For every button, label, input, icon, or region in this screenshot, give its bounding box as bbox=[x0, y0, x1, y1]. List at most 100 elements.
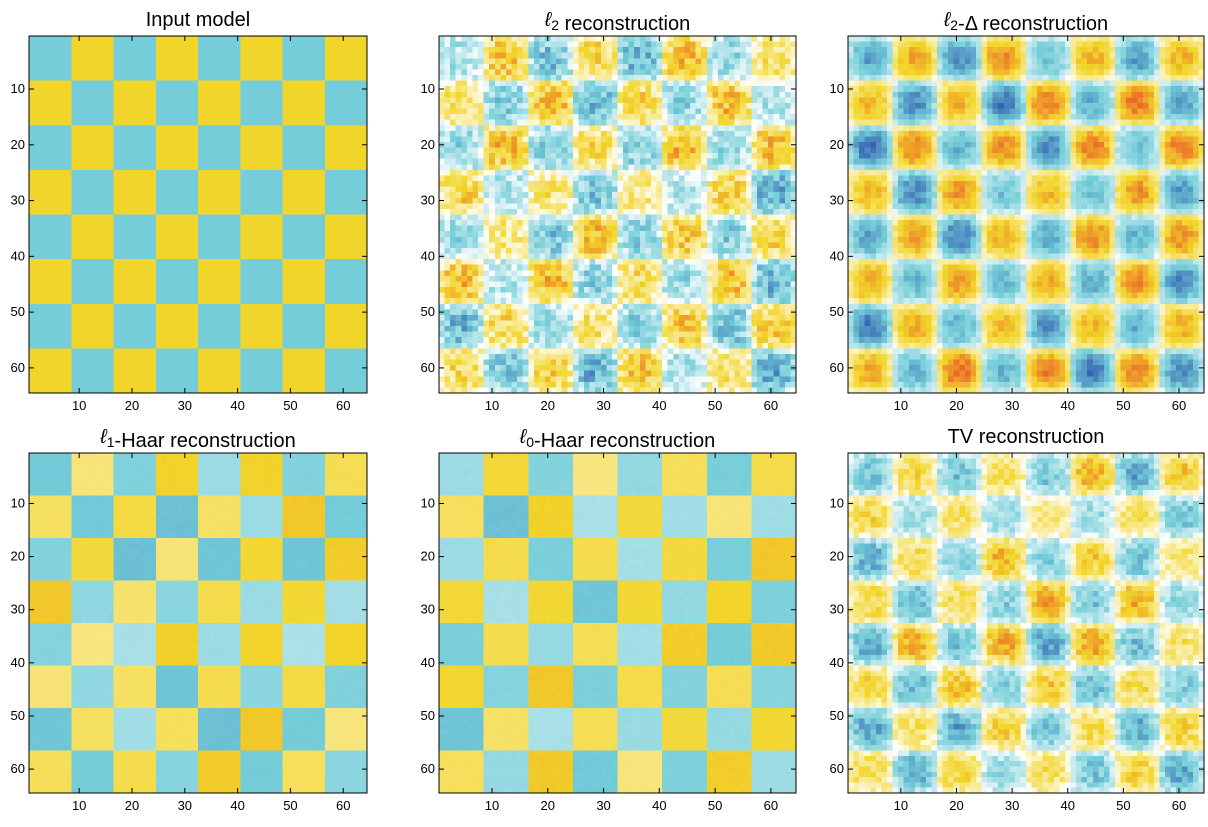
heatmap-cell bbox=[351, 387, 357, 394]
heatmap-cell bbox=[113, 192, 120, 199]
heatmap-cell bbox=[277, 197, 283, 204]
heatmap-cell bbox=[461, 58, 468, 65]
heatmap-cell bbox=[351, 147, 357, 154]
heatmap-cell bbox=[65, 303, 72, 310]
heatmap-cell bbox=[330, 214, 336, 221]
heatmap-cell bbox=[145, 119, 151, 126]
heatmap-cell bbox=[166, 136, 172, 143]
heatmap-cell bbox=[271, 208, 278, 215]
heatmap-cell bbox=[139, 247, 146, 254]
heatmap-cell bbox=[39, 264, 46, 271]
heatmap-cell bbox=[113, 102, 120, 109]
heatmap-cell bbox=[308, 331, 315, 338]
heatmap-cell bbox=[39, 275, 46, 282]
heatmap-cell bbox=[567, 69, 574, 76]
heatmap-cell bbox=[662, 63, 669, 70]
heatmap-cell bbox=[155, 164, 162, 171]
heatmap-cell bbox=[678, 47, 685, 54]
heatmap-cell bbox=[444, 86, 451, 93]
heatmap-cell bbox=[150, 175, 157, 182]
heatmap-cell bbox=[745, 86, 752, 93]
heatmap-cell bbox=[39, 125, 46, 132]
heatmap-cell bbox=[145, 203, 151, 210]
heatmap-cell bbox=[673, 36, 680, 42]
heatmap-cell bbox=[234, 320, 241, 327]
heatmap-cell bbox=[330, 298, 336, 305]
heatmap-cell bbox=[192, 231, 199, 238]
heatmap-cell bbox=[293, 208, 299, 215]
heatmap-cell bbox=[261, 169, 268, 176]
heatmap-cell bbox=[756, 75, 763, 82]
heatmap-cell bbox=[335, 309, 341, 316]
heatmap-cell bbox=[145, 326, 151, 333]
heatmap-cell bbox=[176, 264, 183, 271]
heatmap-cell bbox=[266, 69, 273, 76]
heatmap-cell bbox=[229, 136, 236, 143]
heatmap-cell bbox=[282, 102, 289, 109]
heatmap-cell bbox=[303, 298, 310, 305]
heatmap-cell bbox=[345, 175, 352, 182]
heatmap-cell bbox=[324, 119, 331, 126]
heatmap-cell bbox=[466, 75, 473, 82]
heatmap-cell bbox=[176, 91, 183, 98]
heatmap-cell bbox=[790, 97, 797, 104]
heatmap-cell bbox=[219, 365, 225, 372]
heatmap-cell bbox=[234, 114, 241, 121]
heatmap-cell bbox=[50, 275, 56, 282]
heatmap-cell bbox=[166, 275, 172, 282]
heatmap-cells bbox=[439, 36, 797, 394]
heatmap-cell bbox=[340, 231, 347, 238]
heatmap-cell bbox=[578, 52, 585, 59]
heatmap-cell bbox=[150, 192, 157, 199]
heatmap-cell bbox=[192, 119, 199, 126]
heatmap-cell bbox=[256, 298, 262, 305]
heatmap-cell bbox=[60, 247, 67, 254]
heatmap-cell bbox=[192, 337, 199, 344]
heatmap-cell bbox=[161, 214, 167, 221]
heatmap-cell bbox=[50, 175, 56, 182]
heatmap-cell bbox=[293, 314, 299, 321]
heatmap-cell bbox=[250, 314, 257, 321]
heatmap-cell bbox=[113, 359, 120, 366]
heatmap-cell bbox=[282, 298, 289, 305]
heatmap-cell bbox=[314, 326, 320, 333]
heatmap-cell bbox=[60, 108, 67, 115]
heatmap-cell bbox=[102, 153, 109, 160]
heatmap-cell bbox=[108, 147, 114, 154]
heatmap-cell bbox=[81, 158, 88, 165]
heatmap-cell bbox=[261, 80, 268, 87]
heatmap-cell bbox=[50, 242, 56, 249]
heatmap-cell bbox=[784, 52, 791, 59]
heatmap-cell bbox=[198, 41, 204, 48]
heatmap-cell bbox=[187, 169, 194, 176]
heatmap-cell bbox=[134, 253, 141, 260]
heatmap-cell bbox=[690, 86, 696, 93]
heatmap-cell bbox=[768, 41, 775, 48]
heatmap-cell bbox=[213, 331, 220, 338]
heatmap-cell bbox=[450, 36, 457, 42]
heatmap-cell bbox=[324, 320, 331, 327]
heatmap-cell bbox=[330, 320, 336, 327]
heatmap-cell bbox=[198, 309, 204, 316]
heatmap-cell bbox=[150, 86, 157, 93]
heatmap-cell bbox=[182, 58, 188, 65]
heatmap-cell bbox=[155, 348, 162, 355]
heatmap-cell bbox=[124, 309, 130, 316]
heatmap-cell bbox=[118, 370, 125, 377]
heatmap-cell bbox=[595, 97, 602, 104]
heatmap-cell bbox=[628, 52, 635, 59]
heatmap-cell bbox=[240, 119, 246, 126]
heatmap-cell bbox=[335, 287, 341, 293]
heatmap-cell bbox=[124, 236, 130, 243]
heatmap-cell bbox=[29, 348, 35, 355]
heatmap-cell bbox=[245, 320, 252, 327]
heatmap-cell bbox=[150, 264, 157, 271]
heatmap-cell bbox=[87, 125, 93, 132]
heatmap-cell bbox=[461, 41, 468, 48]
heatmap-cell bbox=[298, 242, 305, 249]
heatmap-cell bbox=[34, 314, 40, 321]
heatmap-cell bbox=[166, 247, 172, 254]
heatmap-cell bbox=[213, 108, 220, 115]
heatmap-cell bbox=[224, 169, 231, 176]
heatmap-cell bbox=[65, 370, 72, 377]
